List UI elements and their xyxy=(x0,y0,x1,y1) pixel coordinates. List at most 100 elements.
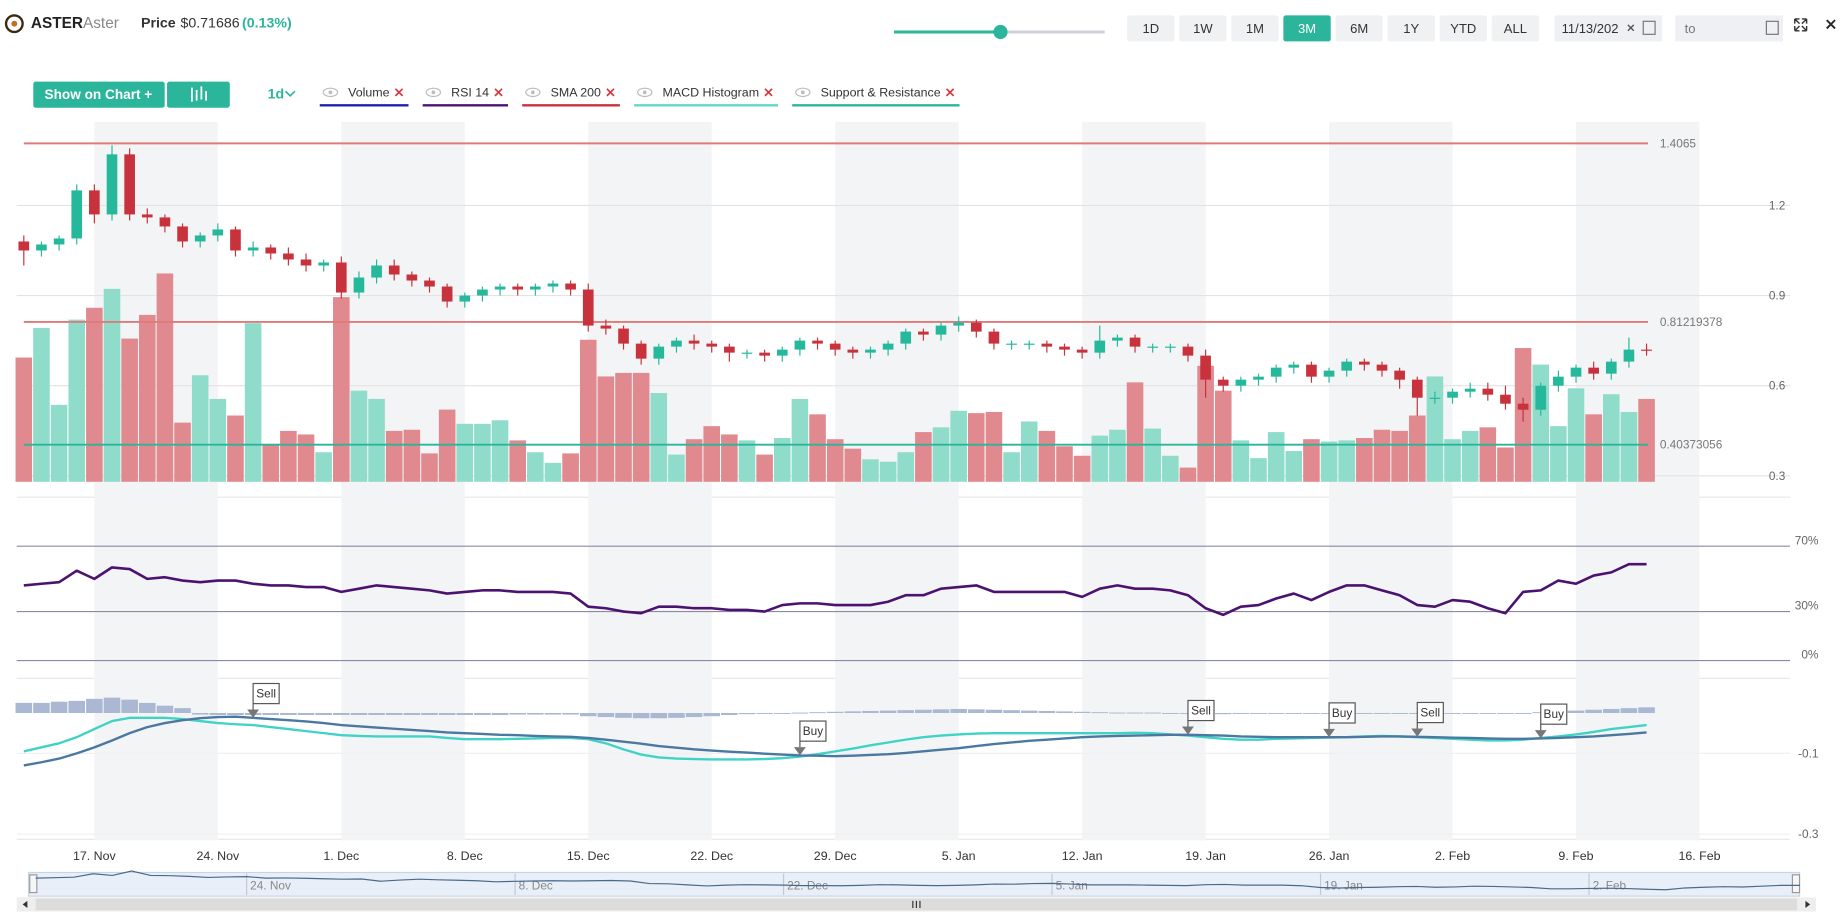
candle-body xyxy=(71,190,83,239)
remove-icon[interactable] xyxy=(394,88,404,97)
range-button[interactable] xyxy=(1387,15,1435,42)
macd-histogram-bar xyxy=(844,711,862,713)
candle-body xyxy=(300,259,312,266)
macd-histogram-bar xyxy=(138,702,156,713)
x-axis: 17. Nov 24. Nov 1. Dec 8. Dec 15. Dec 22. Dec… xyxy=(73,849,1721,863)
macd-histogram-bar xyxy=(121,699,138,713)
remove-icon[interactable] xyxy=(494,88,503,97)
range-button-label[interactable]: 3M xyxy=(1298,21,1316,36)
navigator[interactable] xyxy=(27,871,1801,897)
candle-body xyxy=(688,340,700,344)
range-button-label[interactable]: 6M xyxy=(1350,21,1368,36)
candle-body xyxy=(1429,397,1441,399)
volume-bar xyxy=(1567,388,1585,482)
candle-body xyxy=(530,286,541,290)
volume-bar xyxy=(1620,411,1638,482)
range-button[interactable] xyxy=(1231,15,1279,42)
remove-icon[interactable] xyxy=(945,88,955,97)
volume-bar xyxy=(1267,432,1285,482)
candle-body xyxy=(1535,385,1547,410)
volume-bar xyxy=(1356,438,1373,482)
candle-body xyxy=(1182,346,1194,356)
remove-icon[interactable] xyxy=(606,88,615,97)
macd-tick-label: -0.3 xyxy=(1798,827,1819,841)
macd-histogram-bar xyxy=(862,710,879,713)
volume-bar xyxy=(968,413,985,482)
date-to-input[interactable] xyxy=(1675,15,1783,42)
x-tick-label: 24. Nov xyxy=(196,849,240,863)
volume-bar xyxy=(315,452,332,482)
candle-body xyxy=(371,265,382,278)
volume-bar xyxy=(86,307,103,482)
eye-icon[interactable] xyxy=(795,87,811,98)
scroll-right[interactable] xyxy=(1805,900,1811,908)
date-from-text: 11/13/202 xyxy=(1562,21,1619,36)
volume-bar xyxy=(985,411,1003,482)
volume-bar xyxy=(50,404,68,482)
range-button[interactable] xyxy=(1335,15,1383,42)
candle-body xyxy=(794,340,806,350)
date-from-input[interactable] xyxy=(1554,15,1663,42)
volume-bar xyxy=(333,297,350,482)
range-button[interactable] xyxy=(1491,15,1540,42)
scroll-left[interactable] xyxy=(22,900,28,908)
indicator-tag[interactable]: MACD Histogram xyxy=(634,85,778,107)
candle-body xyxy=(1164,346,1176,348)
candle-body xyxy=(1500,394,1511,404)
navigator-handle[interactable] xyxy=(1791,874,1801,894)
slider-thumb[interactable] xyxy=(993,24,1008,40)
range-button-label[interactable]: ALL xyxy=(1504,21,1527,36)
macd-histogram-bar xyxy=(86,698,103,713)
eye-icon[interactable] xyxy=(525,87,541,98)
show-on-chart-button[interactable] xyxy=(33,81,165,108)
macd-histogram-bar xyxy=(1479,712,1497,714)
macd-histogram-bar xyxy=(33,702,50,713)
candle-body xyxy=(106,154,118,215)
macd-histogram-bar xyxy=(350,712,368,716)
calendar-icon[interactable] xyxy=(1642,20,1656,35)
x-tick-label: 12. Jan xyxy=(1062,849,1103,863)
eye-icon[interactable] xyxy=(637,87,653,98)
volume-bar xyxy=(950,410,967,482)
range-button[interactable] xyxy=(1439,15,1487,42)
macd-histogram-bar xyxy=(1461,712,1479,714)
candle-body xyxy=(918,331,929,335)
range-button-label[interactable]: 1W xyxy=(1193,21,1213,36)
remove-icon[interactable] xyxy=(764,88,773,97)
eye-icon[interactable] xyxy=(425,87,442,98)
macd-histogram-bar xyxy=(1144,712,1161,714)
range-button[interactable] xyxy=(1283,15,1331,42)
interval-chevron[interactable] xyxy=(284,90,296,98)
range-button[interactable] xyxy=(1179,15,1227,42)
macd-histogram-bar xyxy=(262,712,280,716)
candle-body xyxy=(247,247,259,251)
calendar-icon[interactable] xyxy=(1765,20,1779,35)
indicator-tag[interactable]: RSI 14 xyxy=(422,85,508,107)
candle-body xyxy=(1641,349,1652,351)
volume-bar xyxy=(862,459,879,482)
range-button-label[interactable]: YTD xyxy=(1450,21,1476,36)
volume-bar xyxy=(103,288,121,482)
price-change: (0.13%) xyxy=(242,16,292,32)
volume-bar xyxy=(756,454,773,482)
indicator-tag[interactable]: SMA 200 xyxy=(522,85,620,107)
eye-icon[interactable] xyxy=(322,87,339,98)
macd-histogram-bar xyxy=(1250,712,1267,714)
range-button-label[interactable]: 1M xyxy=(1246,21,1264,36)
interval[interactable]: 1d xyxy=(268,87,285,103)
range-button-label[interactable]: 1Y xyxy=(1403,21,1419,36)
signal-marker xyxy=(1323,728,1335,738)
indicator-tag[interactable]: Support & Resistance xyxy=(792,85,960,107)
range-button[interactable] xyxy=(1127,15,1175,42)
range-button-label[interactable]: 1D xyxy=(1142,21,1159,36)
navigator-handle[interactable] xyxy=(29,874,38,894)
fullscreen-icon[interactable] xyxy=(1794,18,1808,32)
chart-type-button[interactable] xyxy=(167,81,230,108)
scroll-grip xyxy=(912,900,921,908)
clear-icon[interactable] xyxy=(1627,24,1635,32)
candle-body xyxy=(1323,370,1335,377)
candle-body xyxy=(230,229,241,251)
close-icon[interactable] xyxy=(1826,19,1836,30)
indicator-tag[interactable]: Volume xyxy=(319,85,409,107)
volume-bar xyxy=(721,434,738,482)
